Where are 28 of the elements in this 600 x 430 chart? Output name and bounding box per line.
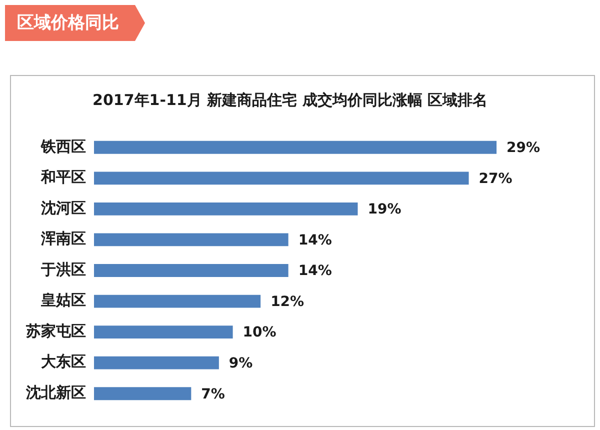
data-label: 27% <box>478 170 512 187</box>
bar <box>94 233 288 246</box>
y-tick-label: 皇姑区 <box>40 291 86 310</box>
bar <box>94 294 261 308</box>
data-label: 14% <box>298 263 332 280</box>
y-tick-label: 铁西区 <box>40 137 86 156</box>
chart-title: 2017年1-11月 新建商品住宅 成交均价同比涨幅 区域排名 <box>92 90 488 109</box>
bar <box>94 326 233 339</box>
bar <box>94 202 358 216</box>
data-label: 10% <box>242 324 276 341</box>
bar <box>94 356 219 370</box>
data-label: 9% <box>228 355 253 372</box>
y-tick-label: 大东区 <box>41 352 86 371</box>
y-tick-label: 沈河区 <box>40 198 86 217</box>
data-label: 12% <box>270 294 304 310</box>
bar <box>94 387 192 400</box>
data-label: 19% <box>368 202 402 218</box>
bar <box>94 264 288 277</box>
data-label: 7% <box>201 386 225 402</box>
bar <box>94 172 469 185</box>
y-tick-label: 苏家屯区 <box>25 322 86 340</box>
y-tick-label: 和平区 <box>40 168 86 186</box>
bar <box>94 140 497 154</box>
data-label: 14% <box>298 232 332 248</box>
y-tick-label: 于洪区 <box>40 260 86 278</box>
y-tick-label: 浑南区 <box>40 230 86 248</box>
y-tick-label: 沈北新区 <box>25 384 86 402</box>
data-label: 29% <box>506 140 540 156</box>
